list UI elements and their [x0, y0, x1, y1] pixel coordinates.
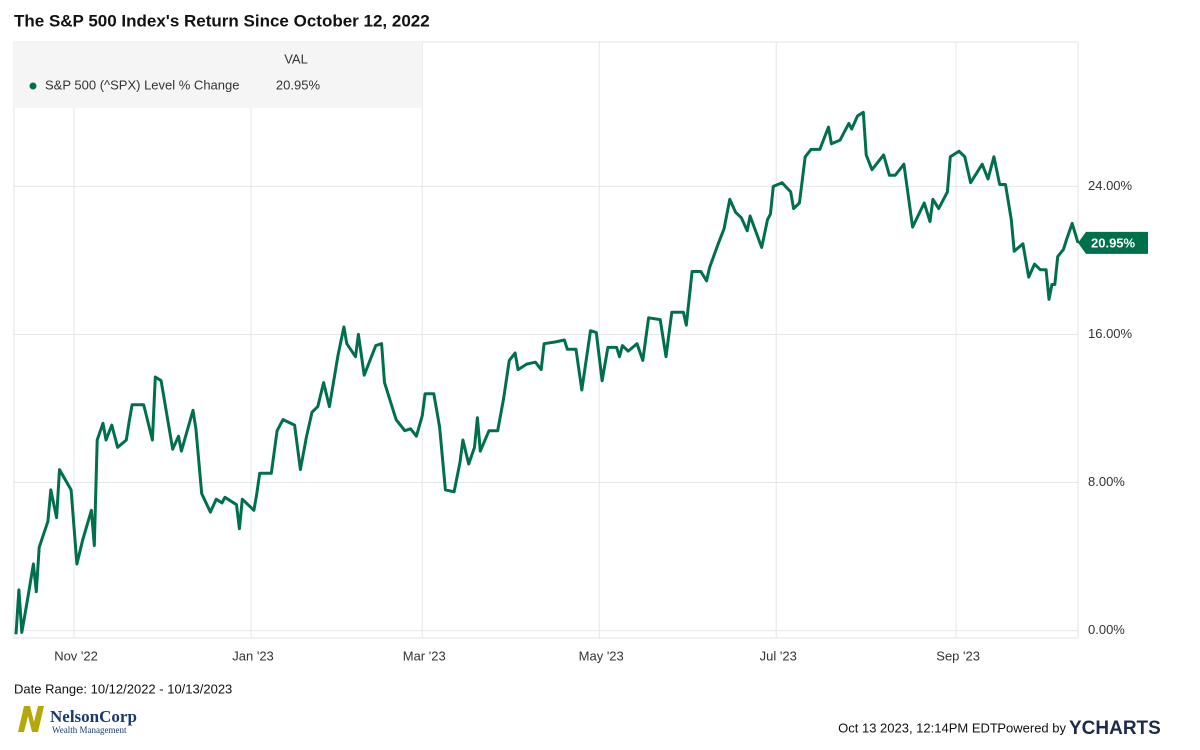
- x-tick-label: Jan '23: [232, 648, 274, 663]
- powered-by: Powered by: [997, 720, 1066, 735]
- x-tick-label: May '23: [579, 648, 624, 663]
- legend-value: 20.95%: [276, 77, 321, 92]
- x-tick-label: Sep '23: [936, 648, 980, 663]
- x-tick-label: Mar '23: [403, 648, 446, 663]
- date-range: Date Range: 10/12/2022 - 10/13/2023: [14, 681, 232, 696]
- logo: NelsonCorp Wealth Management: [18, 706, 137, 735]
- end-tag-label: 20.95%: [1091, 235, 1136, 250]
- legend-header: VAL: [284, 51, 308, 66]
- timestamp: Oct 13 2023, 12:14PM EDT.: [838, 720, 1000, 735]
- legend-label: S&P 500 (^SPX) Level % Change: [45, 77, 239, 92]
- x-tick-label: Nov '22: [54, 648, 98, 663]
- end-tag: [1078, 231, 1148, 254]
- y-tick-label: 0.00%: [1088, 622, 1125, 637]
- legend-box: [14, 42, 422, 108]
- x-tick-label: Jul '23: [760, 648, 797, 663]
- chart-title: The S&P 500 Index's Return Since October…: [14, 11, 430, 30]
- logo-sub: Wealth Management: [52, 725, 127, 735]
- y-tick-label: 8.00%: [1088, 474, 1125, 489]
- y-tick-label: 16.00%: [1088, 326, 1133, 341]
- y-tick-label: 24.00%: [1088, 178, 1133, 193]
- logo-mark: [18, 706, 44, 732]
- legend-marker: [29, 82, 37, 90]
- series-line: [14, 110, 1080, 635]
- grid: [14, 42, 1078, 638]
- brand: YCHARTS: [1069, 718, 1161, 739]
- plot-frame: [13, 41, 1079, 639]
- logo-name: NelsonCorp: [50, 707, 137, 726]
